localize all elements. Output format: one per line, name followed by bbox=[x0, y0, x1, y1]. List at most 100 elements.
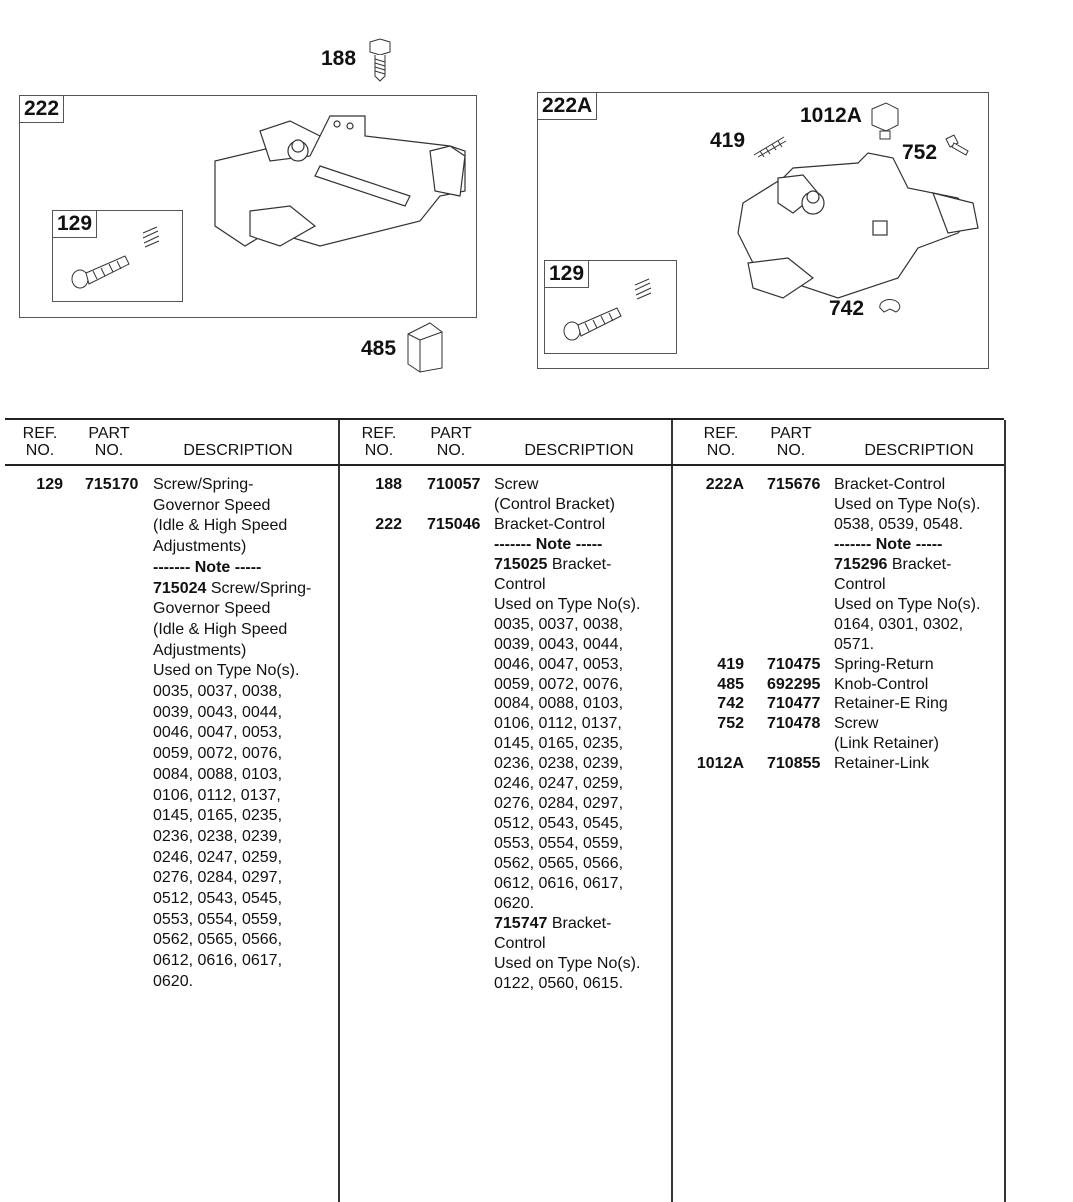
description-text: 0246, 0247, 0259, bbox=[494, 775, 624, 793]
description: 0246, 0247, 0259, bbox=[494, 774, 623, 794]
part-no: 715170 bbox=[85, 476, 139, 493]
callout-485: 485 bbox=[361, 337, 397, 360]
ref-no: 222A bbox=[705, 476, 744, 493]
callout-129: 129 bbox=[53, 211, 98, 238]
table-header: REF. NO. PART NO. DESCRIPTION bbox=[5, 420, 338, 466]
table-row-continuation: Used on Type No(s). bbox=[5, 661, 335, 681]
description: 0612, 0616, 0617, bbox=[153, 951, 282, 971]
control-bracket-drawing bbox=[737, 152, 979, 299]
description: Governor Speed bbox=[153, 496, 270, 516]
table-row-continuation: 0562, 0565, 0566, bbox=[5, 930, 335, 950]
callout-222A: 222A bbox=[538, 93, 598, 120]
table-row-continuation: Governor Speed bbox=[5, 496, 335, 516]
header-description: DESCRIPTION bbox=[864, 442, 974, 459]
table-row-continuation: 0571. bbox=[671, 635, 1001, 655]
table-row-continuation: 715747 Bracket- bbox=[338, 914, 668, 934]
description-text: 0553, 0554, 0559, bbox=[153, 910, 283, 928]
table-row-continuation: 0035, 0037, 0038, bbox=[5, 682, 335, 702]
description: 0164, 0301, 0302, bbox=[834, 615, 963, 635]
table-row-continuation: 0046, 0047, 0053, bbox=[338, 655, 668, 675]
table-header: REF. NO. PART NO. DESCRIPTION bbox=[671, 420, 1004, 466]
description: 0553, 0554, 0559, bbox=[153, 910, 282, 930]
description-text: Knob-Control bbox=[834, 675, 929, 693]
header-part-no: PART NO. bbox=[88, 425, 130, 459]
ref-no: 742 bbox=[717, 695, 744, 713]
table-row-continuation: ------- Note ----- bbox=[338, 535, 668, 555]
description: 0046, 0047, 0053, bbox=[494, 655, 623, 675]
description: 0035, 0037, 0038, bbox=[153, 682, 282, 702]
table-row-continuation: ------- Note ----- bbox=[671, 535, 1001, 555]
screw-spring-icon bbox=[71, 226, 160, 289]
description: 0145, 0165, 0235, bbox=[153, 806, 282, 826]
ref-no: 752 bbox=[717, 715, 744, 733]
description: Used on Type No(s). bbox=[153, 661, 299, 681]
description: 0106, 0112, 0137, bbox=[153, 786, 281, 806]
description-bold: ------- Note ----- bbox=[834, 535, 943, 553]
part-no: 692295 bbox=[767, 675, 821, 693]
description: 0122, 0560, 0615. bbox=[494, 974, 623, 994]
ref-no: 419 bbox=[717, 655, 744, 673]
parts-table: REF. NO. PART NO. DESCRIPTION 129 715170 Scre… bbox=[5, 418, 1006, 1202]
assembly-222-frame: 222 129 bbox=[19, 95, 477, 318]
description: 715296 Bracket- bbox=[834, 555, 951, 575]
description-text: (Control Bracket) bbox=[494, 495, 615, 513]
control-bracket-drawing bbox=[214, 115, 466, 247]
table-row-continuation: 0084, 0088, 0103, bbox=[5, 765, 335, 785]
description: Bracket-Control bbox=[494, 515, 605, 535]
table-column: REF. NO. PART NO. DESCRIPTION 222A 715676 Bra… bbox=[671, 420, 1006, 1202]
description-text: 0084, 0088, 0103, bbox=[494, 695, 624, 713]
description: 0059, 0072, 0076, bbox=[494, 675, 623, 695]
table-row-continuation: (Link Retainer) bbox=[671, 734, 1001, 754]
table-header: REF. NO. PART NO. DESCRIPTION bbox=[338, 420, 671, 466]
table-row-continuation: 0276, 0284, 0297, bbox=[338, 794, 668, 814]
description-bold: ------- Note ----- bbox=[153, 558, 262, 576]
description: 715025 Bracket- bbox=[494, 555, 611, 575]
table-row-continuation: 0612, 0616, 0617, bbox=[338, 874, 668, 894]
ref-no: 188 bbox=[375, 476, 402, 493]
table-row-continuation: Control bbox=[338, 934, 668, 954]
table-row: 129 715170 Screw/Spring- bbox=[5, 475, 335, 495]
table-row: 485 692295 Knob-Control bbox=[671, 675, 1001, 695]
description: Knob-Control bbox=[834, 675, 928, 695]
description: 0512, 0543, 0545, bbox=[153, 889, 282, 909]
description-text: 0039, 0043, 0044, bbox=[494, 635, 624, 653]
description: 0039, 0043, 0044, bbox=[153, 703, 282, 723]
description-text: 0562, 0565, 0566, bbox=[153, 931, 283, 949]
description-bold: 715747 bbox=[494, 914, 548, 932]
description-bold: ------- Note ----- bbox=[494, 535, 603, 553]
description-text: Screw bbox=[834, 715, 879, 733]
description: 0612, 0616, 0617, bbox=[494, 874, 623, 894]
header-description: DESCRIPTION bbox=[524, 442, 634, 459]
description: (Link Retainer) bbox=[834, 734, 939, 754]
description: Screw/Spring- bbox=[153, 475, 253, 495]
description-text: 0084, 0088, 0103, bbox=[153, 765, 283, 783]
header-ref-no: REF. NO. bbox=[361, 425, 397, 459]
description-text: Spring-Return bbox=[834, 655, 934, 673]
description-text: 0571. bbox=[834, 635, 875, 653]
e-ring-icon bbox=[879, 299, 901, 313]
part-no: 710855 bbox=[767, 755, 821, 773]
description-text: Adjustments) bbox=[153, 538, 247, 556]
description-text: Bracket-Control bbox=[494, 515, 606, 533]
header-ref-no: REF. NO. bbox=[703, 425, 739, 459]
description-text: 0276, 0284, 0297, bbox=[494, 795, 624, 813]
table-row-continuation: 0106, 0112, 0137, bbox=[5, 786, 335, 806]
description-text: Bracket- bbox=[547, 555, 612, 573]
description-text: 0164, 0301, 0302, bbox=[834, 615, 964, 633]
description-text: Bracket- bbox=[887, 555, 952, 573]
header-ref-no: REF. NO. bbox=[22, 425, 58, 459]
description: 715024 Screw/Spring- bbox=[153, 579, 311, 599]
table-row: 222 715046 Bracket-Control bbox=[338, 515, 668, 535]
description: Screw bbox=[834, 714, 878, 734]
table-row-continuation: 0145, 0165, 0235, bbox=[338, 734, 668, 754]
description-text: Retainer-E Ring bbox=[834, 695, 948, 713]
header-part-no: PART NO. bbox=[770, 425, 812, 459]
description: Bracket-Control bbox=[834, 475, 945, 495]
part-no: 715676 bbox=[767, 476, 821, 493]
description-text: Bracket-Control bbox=[834, 476, 946, 493]
description-text: 0276, 0284, 0297, bbox=[153, 869, 283, 887]
ref-no: 222 bbox=[375, 515, 402, 533]
callout-222: 222 bbox=[20, 96, 65, 123]
description: 0276, 0284, 0297, bbox=[494, 794, 623, 814]
assembly-129-frame: 129 bbox=[52, 210, 183, 302]
